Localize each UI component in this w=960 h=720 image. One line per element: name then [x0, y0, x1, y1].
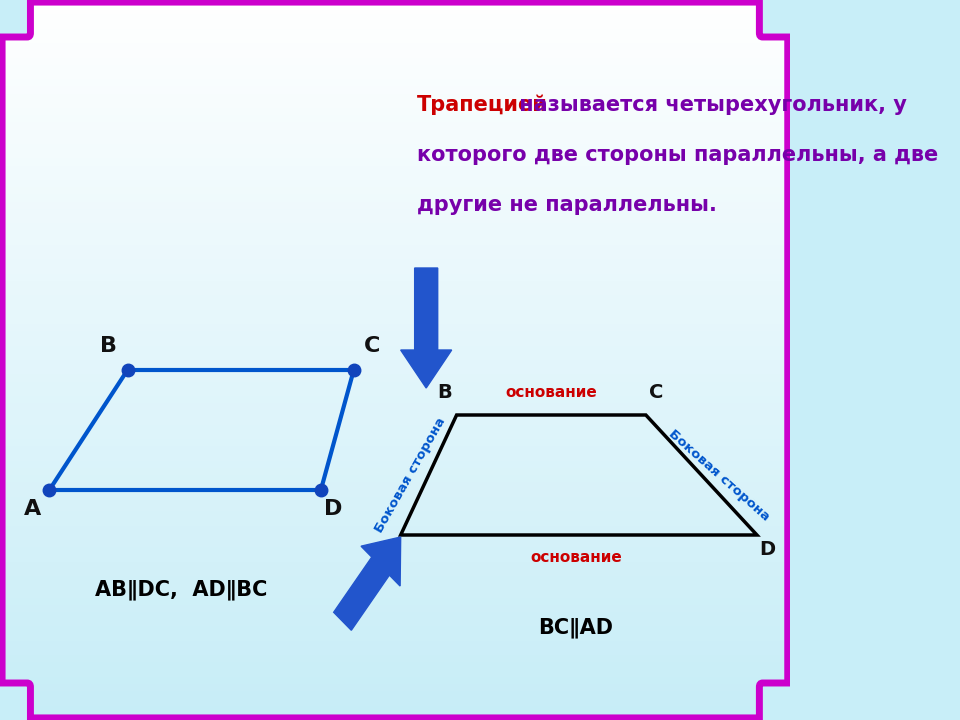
Text: D: D	[324, 499, 343, 519]
Text: AB∥DC,  AD∥BC: AB∥DC, AD∥BC	[95, 580, 267, 600]
Polygon shape	[400, 268, 452, 388]
Text: которого две стороны параллельны, а две: которого две стороны параллельны, а две	[418, 145, 938, 165]
Text: C: C	[649, 383, 663, 402]
Text: A: A	[24, 499, 41, 519]
Text: основание: основание	[505, 385, 597, 400]
Text: A: A	[377, 540, 393, 559]
FancyBboxPatch shape	[759, 0, 796, 37]
FancyBboxPatch shape	[0, 0, 31, 37]
Text: B: B	[100, 336, 117, 356]
Text: другие не параллельны.: другие не параллельны.	[418, 195, 717, 215]
Text: Боковая сторона: Боковая сторона	[666, 427, 773, 523]
Text: BC∥AD: BC∥AD	[539, 618, 613, 639]
FancyBboxPatch shape	[0, 683, 31, 720]
FancyBboxPatch shape	[759, 683, 796, 720]
Text: называется четырехугольник, у: называется четырехугольник, у	[512, 95, 906, 115]
Polygon shape	[334, 537, 400, 630]
Text: D: D	[759, 540, 776, 559]
Text: Боковая сторона: Боковая сторона	[372, 415, 448, 535]
Text: B: B	[437, 383, 451, 402]
Text: основание: основание	[530, 550, 622, 565]
Text: Трапецией: Трапецией	[418, 95, 548, 115]
Text: C: C	[364, 336, 380, 356]
